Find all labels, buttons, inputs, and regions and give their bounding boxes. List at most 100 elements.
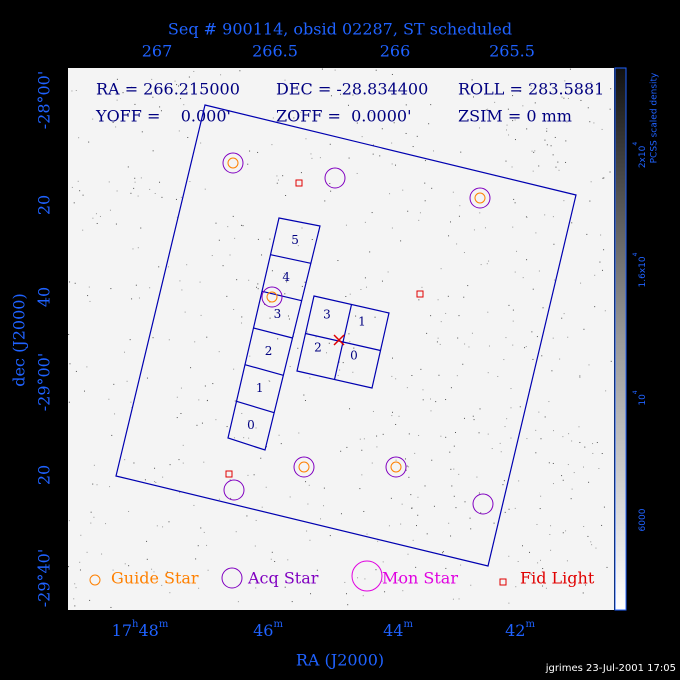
noise-dot (460, 151, 462, 153)
noise-dot (510, 437, 512, 439)
noise-dot (397, 579, 399, 581)
noise-dot (206, 336, 208, 338)
noise-dot (146, 377, 148, 379)
noise-dot (79, 190, 81, 192)
noise-dot (417, 514, 419, 516)
noise-dot (289, 496, 291, 498)
noise-dot (450, 535, 452, 537)
guide-star (474, 192, 486, 204)
noise-dot (127, 87, 129, 89)
noise-dot (230, 497, 232, 499)
noise-dot (381, 128, 383, 130)
noise-dot (79, 569, 81, 571)
noise-dot (195, 558, 197, 560)
noise-dot (78, 137, 80, 139)
chip-label: 3 (323, 308, 331, 322)
noise-dot (242, 225, 244, 227)
noise-dot (178, 459, 180, 461)
noise-dot (247, 474, 249, 476)
noise-dot (411, 375, 413, 377)
noise-dot (111, 434, 113, 436)
noise-dot (400, 240, 402, 242)
bottom-tick-label-part: 46 (253, 621, 273, 640)
noise-dot (189, 181, 191, 183)
legend-fid: Fid Light (520, 569, 595, 588)
noise-dot (563, 313, 565, 315)
noise-dot (127, 166, 129, 168)
noise-dot (193, 70, 195, 72)
noise-dot (405, 104, 407, 106)
noise-dot (393, 122, 395, 124)
noise-dot (519, 406, 521, 408)
colorbar-tick-label-part: 4 (632, 390, 639, 394)
noise-dot (530, 85, 532, 87)
noise-dot (391, 73, 393, 75)
noise-dot (68, 520, 70, 522)
noise-dot (315, 336, 317, 338)
noise-dot (241, 412, 243, 414)
bottom-tick-label: 17h48m (112, 619, 169, 640)
noise-dot (375, 569, 377, 571)
noise-dot (153, 571, 155, 573)
noise-dot (464, 343, 466, 345)
noise-dot (589, 200, 591, 202)
left-tick-label: 20 (35, 465, 54, 485)
noise-dot (463, 296, 465, 298)
noise-dot (375, 69, 377, 71)
noise-dot (298, 432, 300, 434)
noise-dot (382, 561, 384, 563)
noise-dot (321, 68, 323, 70)
noise-dot (512, 120, 514, 122)
noise-dot (167, 266, 169, 268)
noise-dot (381, 280, 383, 282)
colorbar-tick-label: 6000 (638, 508, 648, 531)
noise-dot (90, 522, 92, 524)
noise-dot (445, 567, 447, 569)
noise-dot (247, 163, 249, 165)
noise-dot (470, 584, 472, 586)
noise-dot (505, 129, 507, 131)
noise-dot (320, 518, 322, 520)
noise-dot (602, 177, 604, 179)
noise-dot (552, 337, 554, 339)
noise-dot (580, 99, 582, 101)
noise-dot (71, 90, 73, 92)
noise-dot (590, 181, 592, 183)
noise-dot (268, 380, 270, 382)
noise-dot (288, 318, 290, 320)
noise-dot (473, 229, 475, 231)
noise-dot (497, 375, 499, 377)
noise-dot (506, 418, 508, 420)
noise-dot (348, 157, 350, 159)
noise-dot (430, 410, 432, 412)
noise-dot (154, 481, 156, 483)
noise-dot (194, 341, 196, 343)
noise-dot (578, 426, 580, 428)
noise-dot (289, 366, 291, 368)
noise-dot (553, 243, 555, 245)
legend-acq-icon (221, 567, 243, 589)
noise-dot (388, 525, 390, 527)
header-ra: RA = 266.215000 (96, 80, 240, 99)
noise-dot (591, 544, 593, 546)
noise-dot (88, 141, 90, 143)
top-tick-label: 267 (142, 42, 173, 61)
noise-dot (566, 560, 568, 562)
noise-dot (506, 124, 508, 126)
noise-dot (499, 442, 501, 444)
noise-dot (218, 498, 220, 500)
noise-dot (152, 337, 154, 339)
noise-dot (113, 383, 115, 385)
noise-dot (524, 347, 526, 349)
noise-dot (161, 196, 163, 198)
noise-dot (573, 472, 575, 474)
noise-dot (269, 380, 271, 382)
noise-dot (175, 198, 177, 200)
noise-dot (593, 122, 595, 124)
noise-dot (487, 311, 489, 313)
noise-dot (301, 227, 303, 229)
chip-label: 1 (358, 315, 366, 329)
noise-dot (405, 132, 407, 134)
noise-dot (599, 261, 601, 263)
noise-dot (510, 388, 512, 390)
